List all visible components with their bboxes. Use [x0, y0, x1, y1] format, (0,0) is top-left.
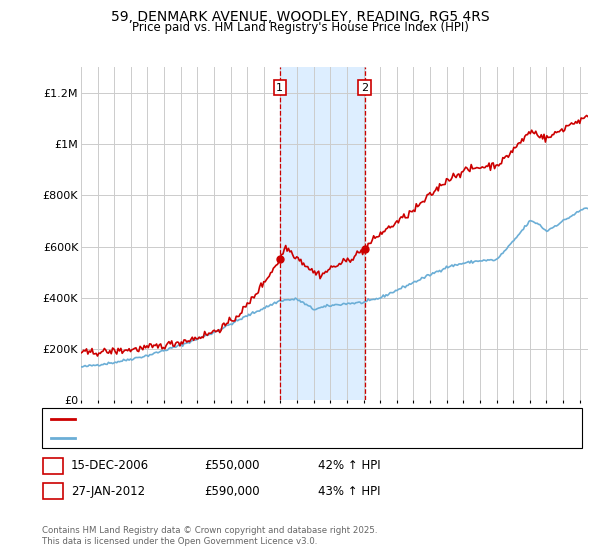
Bar — [280, 67, 365, 400]
Text: 59, DENMARK AVENUE, WOODLEY, READING, RG5 4RS: 59, DENMARK AVENUE, WOODLEY, READING, RG… — [110, 10, 490, 24]
Text: 43% ↑ HPI: 43% ↑ HPI — [318, 484, 380, 498]
Text: 59, DENMARK AVENUE, WOODLEY, READING, RG5 4RS (detached house): 59, DENMARK AVENUE, WOODLEY, READING, RG… — [81, 414, 459, 424]
Text: 2: 2 — [50, 486, 56, 496]
Text: 1: 1 — [277, 83, 283, 93]
Text: 2: 2 — [361, 83, 368, 93]
Text: HPI: Average price, detached house, Wokingham: HPI: Average price, detached house, Woki… — [81, 433, 335, 443]
Text: £550,000: £550,000 — [204, 459, 260, 473]
Text: 27-JAN-2012: 27-JAN-2012 — [71, 484, 145, 498]
Text: Price paid vs. HM Land Registry's House Price Index (HPI): Price paid vs. HM Land Registry's House … — [131, 21, 469, 34]
Text: £590,000: £590,000 — [204, 484, 260, 498]
Text: Contains HM Land Registry data © Crown copyright and database right 2025.
This d: Contains HM Land Registry data © Crown c… — [42, 526, 377, 546]
Text: 42% ↑ HPI: 42% ↑ HPI — [318, 459, 380, 473]
Text: 15-DEC-2006: 15-DEC-2006 — [71, 459, 149, 473]
Text: 1: 1 — [50, 461, 56, 471]
